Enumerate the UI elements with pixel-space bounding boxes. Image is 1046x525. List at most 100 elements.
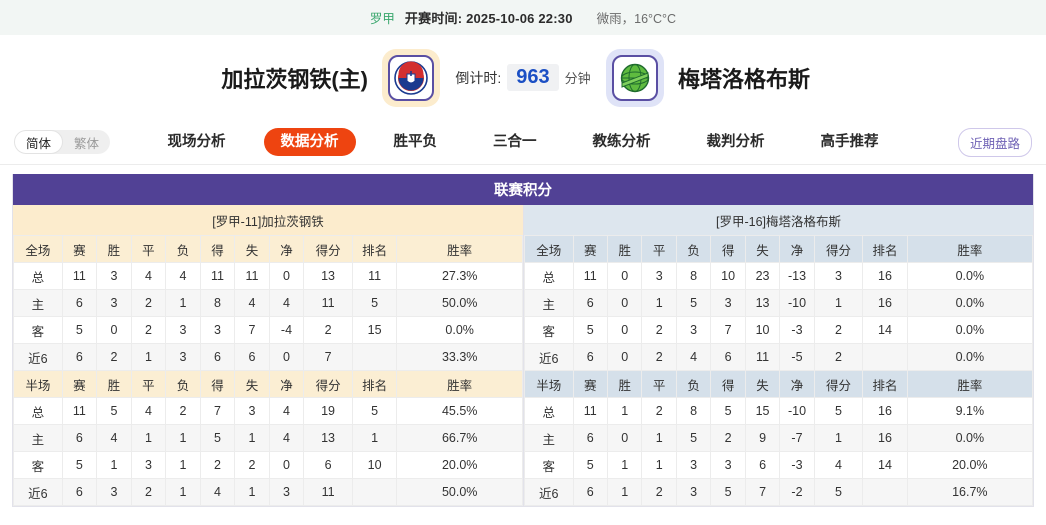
stat-cell: 20.0% xyxy=(906,451,1034,479)
row-label: 客 xyxy=(524,451,574,479)
row-label: 主 xyxy=(13,424,63,452)
league-standings-panel: 联赛积分 [罗甲-11]加拉茨钢铁 全场赛胜平负得失净得分 排名 胜率总 11 3 4 4 1… xyxy=(12,174,1034,507)
language-toggle[interactable]: 简体 繁体 xyxy=(14,130,111,154)
column-header: 排名 xyxy=(351,370,398,398)
stat-cell: -4 xyxy=(268,316,305,344)
column-header: 得 xyxy=(710,370,746,398)
stat-cell: 0 xyxy=(268,343,305,371)
stat-cell: 6 xyxy=(572,289,609,317)
column-header: 负 xyxy=(675,370,712,398)
stat-cell: 7 xyxy=(234,316,270,344)
column-header: 得 xyxy=(710,235,746,263)
stat-cell: 2 xyxy=(641,316,677,344)
tab-live-analysis[interactable]: 现场分析 xyxy=(167,134,226,150)
away-team-block[interactable]: 梅塔洛格布斯 xyxy=(606,48,986,107)
tab-referee-analysis[interactable]: 裁判分析 xyxy=(706,134,765,150)
column-header: 失 xyxy=(744,370,781,398)
home-team-block[interactable]: 加拉茨钢铁(主) xyxy=(60,48,440,107)
stat-cell: 23 xyxy=(744,262,781,290)
stat-cell: 1 xyxy=(606,397,643,425)
panel-title: 联赛积分 xyxy=(13,174,1033,205)
tab-expert-picks[interactable]: 高手推荐 xyxy=(820,134,879,150)
stat-cell: -13 xyxy=(779,262,815,290)
stat-cell: 2 xyxy=(130,316,167,344)
stat-cell: 3 xyxy=(710,451,746,479)
stat-cell: 1 xyxy=(641,424,677,452)
kickoff-time: 开赛时间: 2025-10-06 22:30 xyxy=(404,11,573,26)
lang-simplified-button[interactable]: 简体 xyxy=(14,130,64,154)
tab-data-analysis[interactable]: 数据分析 xyxy=(263,128,356,156)
column-header: 胜 xyxy=(606,235,643,263)
away-table-body: 全场赛胜平负得失净得分 排名 胜率总 11 0 3 8 10 23 -13 3 16 0.0% 主 6 0 1 5… xyxy=(524,235,1034,506)
stat-cell: -3 xyxy=(779,451,815,479)
column-header: 胜 xyxy=(96,370,132,398)
globe-icon xyxy=(612,54,658,101)
stat-cell: 3 xyxy=(234,397,270,425)
recent-odds-button[interactable]: 近期盘路 xyxy=(957,127,1032,157)
stat-cell: 10 xyxy=(744,316,781,344)
column-header: 平 xyxy=(641,235,677,263)
stat-cell: 6 xyxy=(572,343,609,371)
stat-cell: 4 xyxy=(234,289,270,317)
stat-cell: -3 xyxy=(779,316,815,344)
stat-cell: 13 xyxy=(744,289,781,317)
row-label: 主 xyxy=(524,424,574,452)
stat-cell: 3 xyxy=(199,316,236,344)
table-row: 主 6 4 1 1 5 1 4 13 1 66.7% xyxy=(13,424,523,452)
tab-coach-analysis[interactable]: 教练分析 xyxy=(592,134,651,150)
stat-cell: 11 xyxy=(572,262,609,290)
stat-cell: 5 xyxy=(61,316,98,344)
stat-cell: 4 xyxy=(813,451,864,479)
lang-traditional-button[interactable]: 繁体 xyxy=(74,136,100,151)
column-header: 平 xyxy=(130,370,167,398)
column-header: 得 xyxy=(199,235,236,263)
stat-cell: -7 xyxy=(779,424,815,452)
stat-cell: 8 xyxy=(675,397,712,425)
stat-cell: 1 xyxy=(96,451,132,479)
stat-cell: 16.7% xyxy=(906,478,1034,506)
stat-cell: 3 xyxy=(165,316,201,344)
column-header: 胜率 xyxy=(396,370,523,398)
stat-cell: 1 xyxy=(606,451,643,479)
stat-cell: 0.0% xyxy=(396,316,523,344)
stat-cell: 11 xyxy=(303,478,353,506)
stat-cell: 4 xyxy=(130,262,167,290)
stat-cell: 2 xyxy=(199,451,236,479)
stat-cell: 7 xyxy=(744,478,781,506)
home-standings-half: [罗甲-11]加拉茨钢铁 全场赛胜平负得失净得分 排名 胜率总 11 3 4 4 11 11 0 1… xyxy=(13,205,523,506)
stat-cell: 6 xyxy=(61,424,98,452)
column-header: 失 xyxy=(234,235,270,263)
stat-cell: 8 xyxy=(675,262,712,290)
stat-cell: 4 xyxy=(130,397,167,425)
stat-cell: 7 xyxy=(710,316,746,344)
stat-cell: 50.0% xyxy=(396,289,523,317)
row-label: 客 xyxy=(13,451,63,479)
countdown-label: 倒计时: xyxy=(455,69,502,86)
stat-cell: 0.0% xyxy=(906,316,1034,344)
tab-three-in-one[interactable]: 三合一 xyxy=(493,134,537,150)
stat-cell: 16 xyxy=(862,262,908,290)
stat-cell: 2 xyxy=(710,424,746,452)
stat-cell: 4 xyxy=(675,343,712,371)
table-header-row: 半场赛胜平负得失净得分 排名 胜率 xyxy=(524,370,1034,398)
stat-cell: 1 xyxy=(641,289,677,317)
stat-cell: 11 xyxy=(234,262,270,290)
column-header: 得分 xyxy=(813,235,864,263)
away-team-band: [罗甲-16]梅塔洛格布斯 xyxy=(524,205,1033,235)
stat-cell: 3 xyxy=(675,316,712,344)
column-header: 排名 xyxy=(351,235,398,263)
stat-cell: 0 xyxy=(606,343,643,371)
tab-win-draw-loss[interactable]: 胜平负 xyxy=(393,134,438,150)
column-header: 负 xyxy=(165,235,201,263)
stat-cell: 5 xyxy=(813,478,864,506)
column-header: 赛 xyxy=(572,235,609,263)
stat-cell: 2 xyxy=(96,343,132,371)
stat-cell: 11 xyxy=(572,397,609,425)
column-header: 胜 xyxy=(606,370,643,398)
row-label: 总 xyxy=(13,397,63,425)
countdown-unit: 分钟 xyxy=(564,71,591,86)
stat-cell: 4 xyxy=(165,262,201,290)
stat-cell: 4 xyxy=(199,478,236,506)
stat-cell: 3 xyxy=(675,478,712,506)
teams-header: 加拉茨钢铁(主) 倒计时: 963 分钟 xyxy=(0,35,1046,120)
